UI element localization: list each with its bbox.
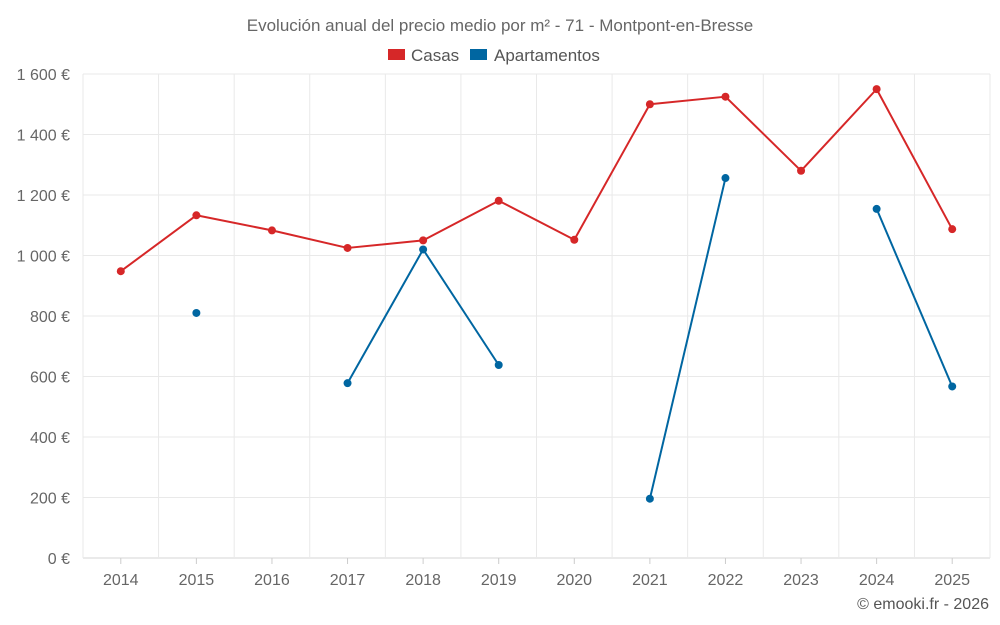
x-tick-label: 2024 — [859, 572, 895, 589]
y-tick-label: 1 400 € — [17, 128, 70, 145]
data-point-casas — [267, 226, 276, 235]
y-tick-label: 800 € — [30, 309, 70, 326]
data-point-apartamentos — [494, 361, 503, 370]
y-tick-label: 1 600 € — [17, 67, 70, 84]
y-tick-label: 400 € — [30, 430, 70, 447]
x-tick-label: 2019 — [481, 572, 517, 589]
y-tick-label: 1 000 € — [17, 249, 70, 266]
data-point-casas — [419, 236, 428, 245]
data-point-apartamentos — [872, 204, 881, 213]
credit-text: © emooki.fr - 2026 — [857, 596, 989, 613]
data-point-apartamentos — [721, 174, 730, 183]
data-point-apartamentos — [343, 379, 352, 388]
data-point-casas — [494, 196, 503, 205]
legend: Casas Apartamentos — [388, 46, 600, 65]
series-casas — [116, 85, 957, 276]
x-tick-label: 2021 — [632, 572, 668, 589]
chart-title: Evolución anual del precio medio por m² … — [247, 16, 753, 35]
x-tick-label: 2022 — [708, 572, 744, 589]
x-tick-label: 2017 — [330, 572, 366, 589]
data-point-casas — [570, 235, 579, 244]
data-point-casas — [872, 85, 881, 94]
legend-swatch-apartamentos — [470, 49, 487, 60]
y-tick-label: 0 € — [48, 551, 70, 568]
legend-swatch-casas — [388, 49, 405, 60]
x-tick-label: 2016 — [254, 572, 290, 589]
x-axis-ticks: 2014 2015 2016 2017 2018 2019 2020 2021 2022 2023… — [103, 558, 970, 589]
data-point-casas — [797, 166, 806, 175]
data-point-apartamentos — [948, 382, 957, 391]
series-line-apartamentos — [648, 177, 727, 499]
x-tick-label: 2023 — [783, 572, 819, 589]
data-point-casas — [343, 243, 352, 252]
data-point-casas — [192, 211, 201, 220]
x-tick-label: 2025 — [934, 572, 970, 589]
y-tick-label: 1 200 € — [17, 188, 70, 205]
series-line-apartamentos — [875, 208, 954, 387]
data-point-casas — [645, 100, 654, 109]
series-line-casas — [120, 88, 954, 273]
x-tick-label: 2015 — [179, 572, 215, 589]
data-point-apartamentos — [419, 245, 428, 254]
data-point-casas — [948, 225, 957, 234]
y-tick-label: 200 € — [30, 491, 70, 508]
x-tick-label: 2020 — [556, 572, 592, 589]
data-point-apartamentos — [192, 308, 201, 317]
series-layer — [116, 85, 957, 503]
grid — [82, 73, 991, 559]
legend-label-casas[interactable]: Casas — [411, 46, 459, 65]
x-tick-label: 2018 — [405, 572, 441, 589]
y-axis-ticks: 0 € 200 € 400 € 600 € 800 € 1 000 € 1 200 € 1 4… — [17, 67, 70, 568]
y-tick-label: 600 € — [30, 370, 70, 387]
data-point-apartamentos — [645, 494, 654, 503]
data-point-casas — [116, 267, 125, 276]
x-tick-label: 2014 — [103, 572, 139, 589]
legend-label-apartamentos[interactable]: Apartamentos — [494, 46, 600, 65]
series-apartamentos — [192, 174, 957, 503]
data-point-casas — [721, 92, 730, 101]
